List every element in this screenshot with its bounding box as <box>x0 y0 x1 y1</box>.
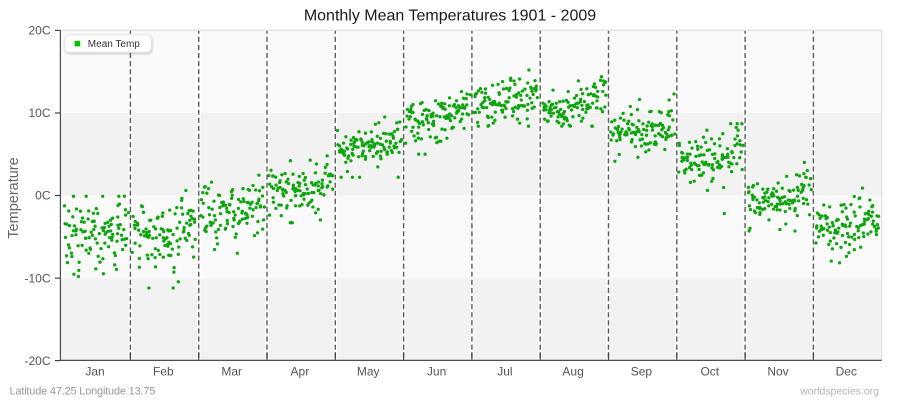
svg-text:Oct: Oct <box>700 365 719 379</box>
svg-text:Monthly Mean Temperatures 1901: Monthly Mean Temperatures 1901 - 2009 <box>304 8 596 25</box>
svg-text:Jul: Jul <box>497 365 512 379</box>
svg-text:Temperature: Temperature <box>6 157 22 238</box>
svg-text:-20C: -20C <box>24 354 50 368</box>
svg-text:May: May <box>357 365 380 379</box>
svg-text:Latitude 47.25 Longitude 13.75: Latitude 47.25 Longitude 13.75 <box>10 385 156 397</box>
svg-text:Jan: Jan <box>85 365 104 379</box>
svg-text:Mar: Mar <box>221 365 242 379</box>
svg-text:Nov: Nov <box>767 365 788 379</box>
svg-text:Jun: Jun <box>427 365 446 379</box>
svg-text:0C: 0C <box>35 189 51 203</box>
svg-text:Sep: Sep <box>631 365 653 379</box>
svg-text:-10C: -10C <box>24 271 50 285</box>
svg-text:Dec: Dec <box>836 365 857 379</box>
svg-text:Mean Temp: Mean Temp <box>88 39 141 50</box>
svg-text:Feb: Feb <box>153 365 174 379</box>
svg-text:worldspecies.org: worldspecies.org <box>799 386 879 398</box>
svg-text:Apr: Apr <box>291 365 310 379</box>
svg-text:Aug: Aug <box>562 365 583 379</box>
svg-text:20C: 20C <box>28 24 50 38</box>
svg-text:10C: 10C <box>28 106 50 120</box>
